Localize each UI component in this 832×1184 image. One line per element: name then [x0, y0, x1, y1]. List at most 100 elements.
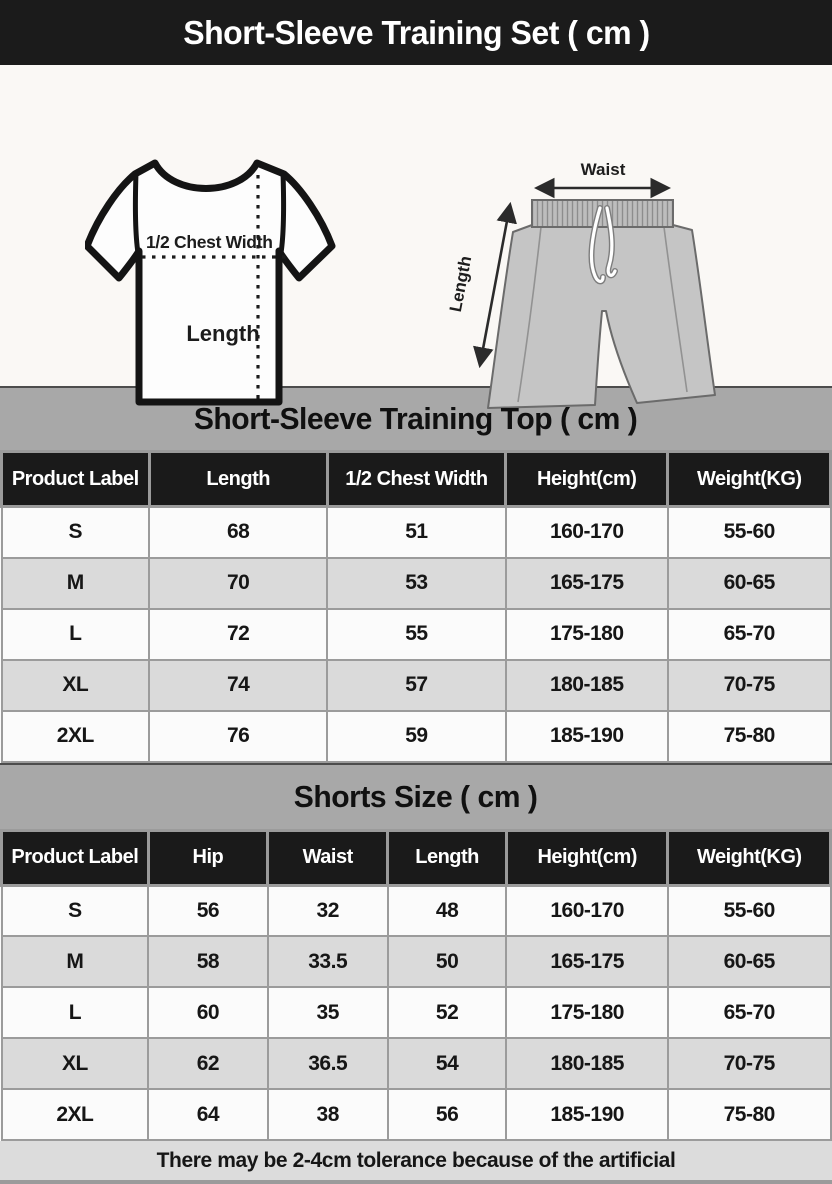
size-cell: 75-80 [666, 709, 832, 763]
size-cell: 56 [386, 1088, 508, 1141]
size-cell: 32 [266, 884, 389, 937]
table-row: M 58 33.5 50 165-175 60-65 [0, 935, 832, 988]
size-cell: 53 [326, 556, 507, 610]
shorts-length-label: Length [446, 254, 475, 313]
tshirt-left-seam [132, 172, 141, 254]
shorts-diagram: Waist Length [446, 160, 716, 409]
header-cell: 1/2 Chest Width [325, 450, 508, 508]
header-cell: Weight(KG) [666, 450, 832, 508]
waistband-ribs [533, 201, 672, 226]
table-row: 2XL 76 59 185-190 75-80 [0, 709, 832, 763]
size-cell: M [0, 935, 150, 988]
title-bar: Short-Sleeve Training Set ( cm ) [0, 0, 832, 65]
table-row: XL 62 36.5 54 180-185 70-75 [0, 1037, 832, 1090]
size-cell: 65-70 [666, 607, 832, 661]
table-header-row: Product Label Hip Waist Length Height(cm… [0, 828, 832, 887]
size-cell: XL [0, 658, 151, 712]
size-cell: 2XL [0, 1088, 150, 1141]
shorts-section-title: Shorts Size ( cm ) [294, 778, 538, 814]
header-cell: Product Label [0, 828, 150, 887]
footer-note: There may be 2-4cm tolerance because of … [156, 1148, 676, 1172]
shorts-size-table: Product Label Hip Waist Length Height(cm… [0, 828, 832, 1141]
size-cell: S [0, 884, 150, 937]
header-cell: Product Label [0, 450, 151, 508]
chest-width-label: 1/2 Chest Width [146, 232, 273, 252]
shorts-right-seam [663, 226, 688, 393]
size-cell: 51 [326, 505, 507, 559]
size-cell: 60 [147, 986, 269, 1039]
size-cell: 59 [326, 709, 507, 763]
size-cell: 64 [147, 1088, 269, 1141]
size-cell: 54 [386, 1037, 508, 1090]
size-cell: 175-180 [505, 986, 669, 1039]
size-cell: 185-190 [505, 1088, 669, 1141]
size-cell: 65-70 [666, 986, 832, 1039]
table-row: 2XL 64 38 56 185-190 75-80 [0, 1088, 832, 1141]
size-cell: 58 [147, 935, 269, 988]
waist-label: Waist [581, 160, 626, 179]
size-cell: S [0, 505, 151, 559]
shorts-section-band: Shorts Size ( cm ) [0, 762, 832, 829]
header-cell: Length [386, 828, 508, 887]
table-row: M 70 53 165-175 60-65 [0, 556, 832, 610]
size-cell: 165-175 [505, 935, 669, 988]
page-title: Short-Sleeve Training Set ( cm ) [182, 13, 650, 51]
header-cell: Height(cm) [504, 450, 670, 508]
table-header-row: Product Label Length 1/2 Chest Width Hei… [0, 450, 832, 508]
size-cell: 68 [148, 505, 329, 559]
tshirt-right-seam [278, 172, 287, 254]
header-cell: Hip [146, 828, 270, 887]
size-cell: 175-180 [504, 607, 669, 661]
tshirt-diagram: 1/2 Chest Width Length [85, 159, 336, 406]
size-cell: 48 [386, 884, 508, 937]
size-cell: XL [0, 1037, 150, 1090]
top-size-table: Product Label Length 1/2 Chest Width Hei… [0, 450, 832, 763]
size-cell: 70-75 [666, 658, 832, 712]
size-cell: 160-170 [505, 884, 669, 937]
size-cell: 55-60 [666, 884, 832, 937]
size-cell: 165-175 [504, 556, 669, 610]
size-cell: 74 [148, 658, 329, 712]
header-cell: Weight(KG) [666, 828, 832, 887]
shorts-left-seam [517, 226, 542, 403]
tshirt-outline-icon [85, 159, 336, 406]
size-cell: 55-60 [666, 505, 832, 559]
header-cell: Length [147, 450, 329, 508]
size-cell: 180-185 [504, 658, 669, 712]
size-cell: 2XL [0, 709, 151, 763]
footer-band: There may be 2-4cm tolerance because of … [0, 1141, 832, 1184]
size-cell: 52 [386, 986, 508, 1039]
size-cell: 36.5 [266, 1037, 389, 1090]
header-cell: Height(cm) [504, 828, 670, 887]
size-cell: 55 [326, 607, 507, 661]
size-cell: 62 [147, 1037, 269, 1090]
size-cell: 57 [326, 658, 507, 712]
size-cell: 72 [148, 607, 329, 661]
size-cell: 185-190 [504, 709, 669, 763]
size-cell: 50 [386, 935, 508, 988]
table-row: S 68 51 160-170 55-60 [0, 505, 832, 559]
size-cell: 70 [148, 556, 329, 610]
size-cell: 56 [147, 884, 269, 937]
shorts-body-icon [487, 224, 716, 409]
size-cell: M [0, 556, 151, 610]
header-cell: Waist [266, 828, 390, 887]
drawstring-left [589, 206, 605, 283]
size-cell: 70-75 [666, 1037, 832, 1090]
table-row: S 56 32 48 160-170 55-60 [0, 884, 832, 937]
size-cell: 60-65 [666, 935, 832, 988]
size-cell: 33.5 [266, 935, 389, 988]
shirt-length-label: Length [186, 321, 259, 346]
size-cell: 180-185 [505, 1037, 669, 1090]
table-row: L 60 35 52 175-180 65-70 [0, 986, 832, 1039]
size-cell: L [0, 607, 151, 661]
top-section-title: Short-Sleeve Training Top ( cm ) [194, 401, 638, 436]
drawstring-right [605, 206, 617, 277]
size-cell: 38 [266, 1088, 389, 1141]
size-cell: 75-80 [666, 1088, 832, 1141]
diagram-area: 1/2 Chest Width Length [0, 65, 832, 409]
size-cell: L [0, 986, 150, 1039]
table-row: XL 74 57 180-185 70-75 [0, 658, 832, 712]
shorts-length-arrow [473, 201, 517, 369]
